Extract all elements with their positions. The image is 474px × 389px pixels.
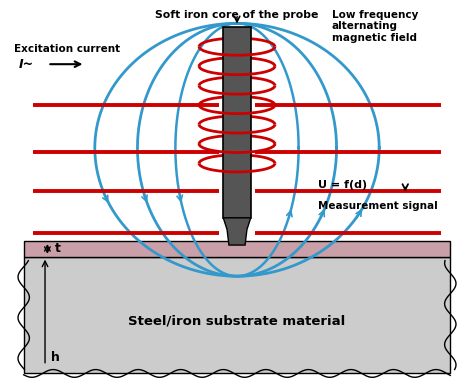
Text: Measurement signal: Measurement signal <box>318 201 438 211</box>
FancyBboxPatch shape <box>223 27 251 218</box>
Text: Low frequency: Low frequency <box>332 10 418 20</box>
Text: magnetic field: magnetic field <box>332 33 417 43</box>
Text: alternating: alternating <box>332 21 398 32</box>
Text: h: h <box>51 351 60 364</box>
Text: Steel/iron substrate material: Steel/iron substrate material <box>128 314 346 328</box>
Text: Soft iron core of the probe: Soft iron core of the probe <box>155 10 319 20</box>
Text: U = f(d): U = f(d) <box>318 180 367 190</box>
Polygon shape <box>223 218 251 245</box>
FancyBboxPatch shape <box>24 241 450 257</box>
FancyBboxPatch shape <box>24 257 450 373</box>
Text: I~: I~ <box>19 58 34 71</box>
Text: t: t <box>55 242 60 256</box>
Text: Excitation current: Excitation current <box>14 44 120 54</box>
